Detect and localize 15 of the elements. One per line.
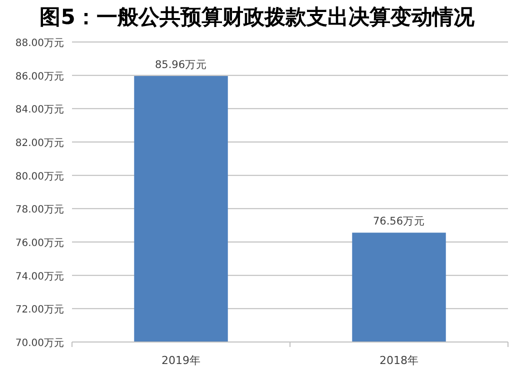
y-tick-label: 86.00万元 (15, 71, 64, 82)
y-tick-label: 78.00万元 (15, 204, 64, 216)
y-tick-label: 76.00万元 (15, 238, 64, 249)
chart-title: 图5：一般公共预算财政拨款支出决算变动情况 (40, 5, 476, 29)
y-tick-label: 72.00万元 (15, 304, 64, 316)
x-tick-label: 2018年 (380, 354, 418, 367)
x-tick-label: 2019年 (162, 354, 200, 367)
y-tick-label: 70.00万元 (15, 338, 64, 349)
data-label: 76.56万元 (372, 216, 426, 228)
data-label: 85.96万元 (154, 59, 208, 71)
y-tick-label: 82.00万元 (15, 138, 64, 149)
y-tick-label: 74.00万元 (15, 271, 64, 282)
y-tick-label: 88.00万元 (15, 38, 64, 49)
y-tick-label: 80.00万元 (15, 171, 64, 182)
y-tick-label: 84.00万元 (15, 104, 64, 116)
